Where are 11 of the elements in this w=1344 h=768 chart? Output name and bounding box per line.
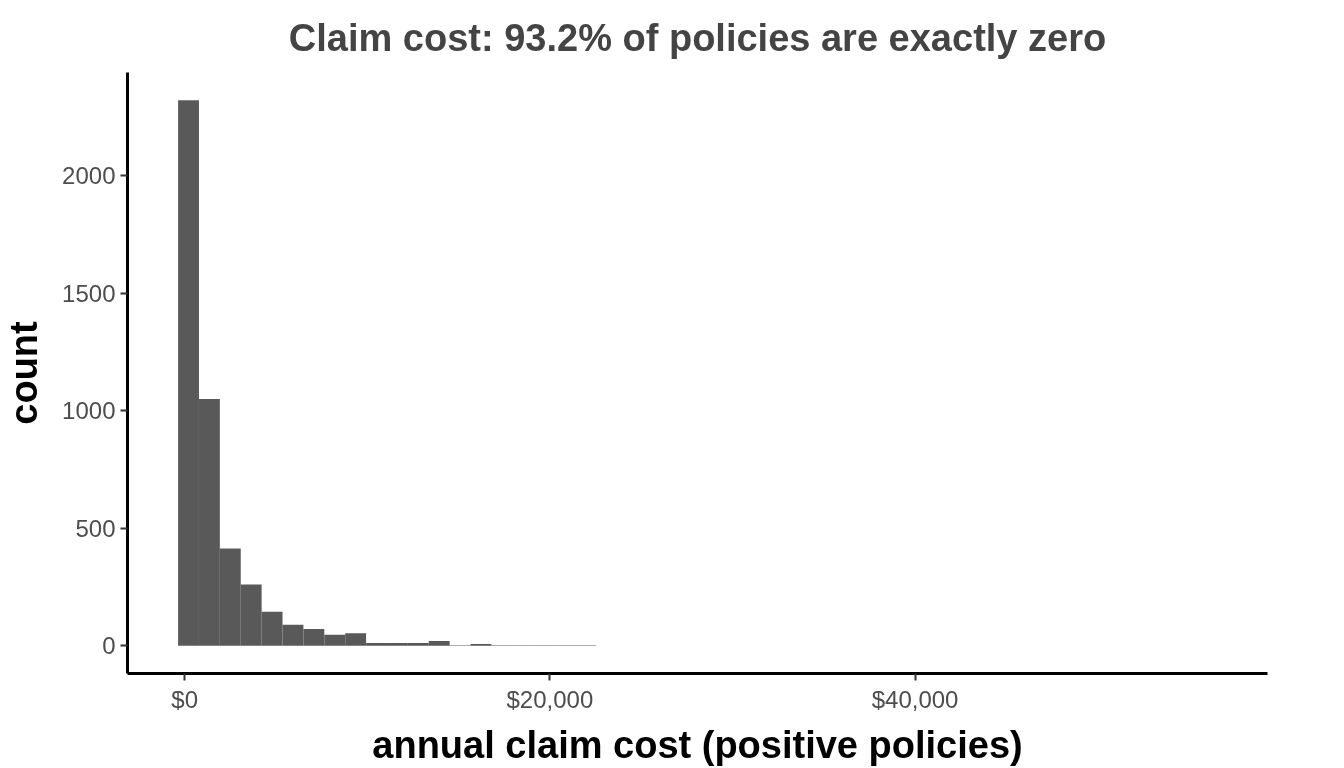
- y-tick-label: 1500: [62, 279, 116, 307]
- y-tick-label: 1000: [62, 397, 116, 425]
- x-tick-label: $40,000: [871, 685, 959, 713]
- x-tick-label: $0: [171, 685, 199, 713]
- y-tick-label: 500: [75, 514, 116, 542]
- chart-title: Claim cost: 93.2% of policies are exactly zero: [288, 16, 1107, 59]
- y-tick-label: 2000: [62, 162, 116, 190]
- y-axis-title: count: [3, 320, 46, 425]
- x-tick-label: $20,000: [506, 685, 594, 713]
- y-tick-label: 0: [102, 632, 116, 660]
- x-axis-title: annual claim cost (positive policies): [372, 723, 1023, 766]
